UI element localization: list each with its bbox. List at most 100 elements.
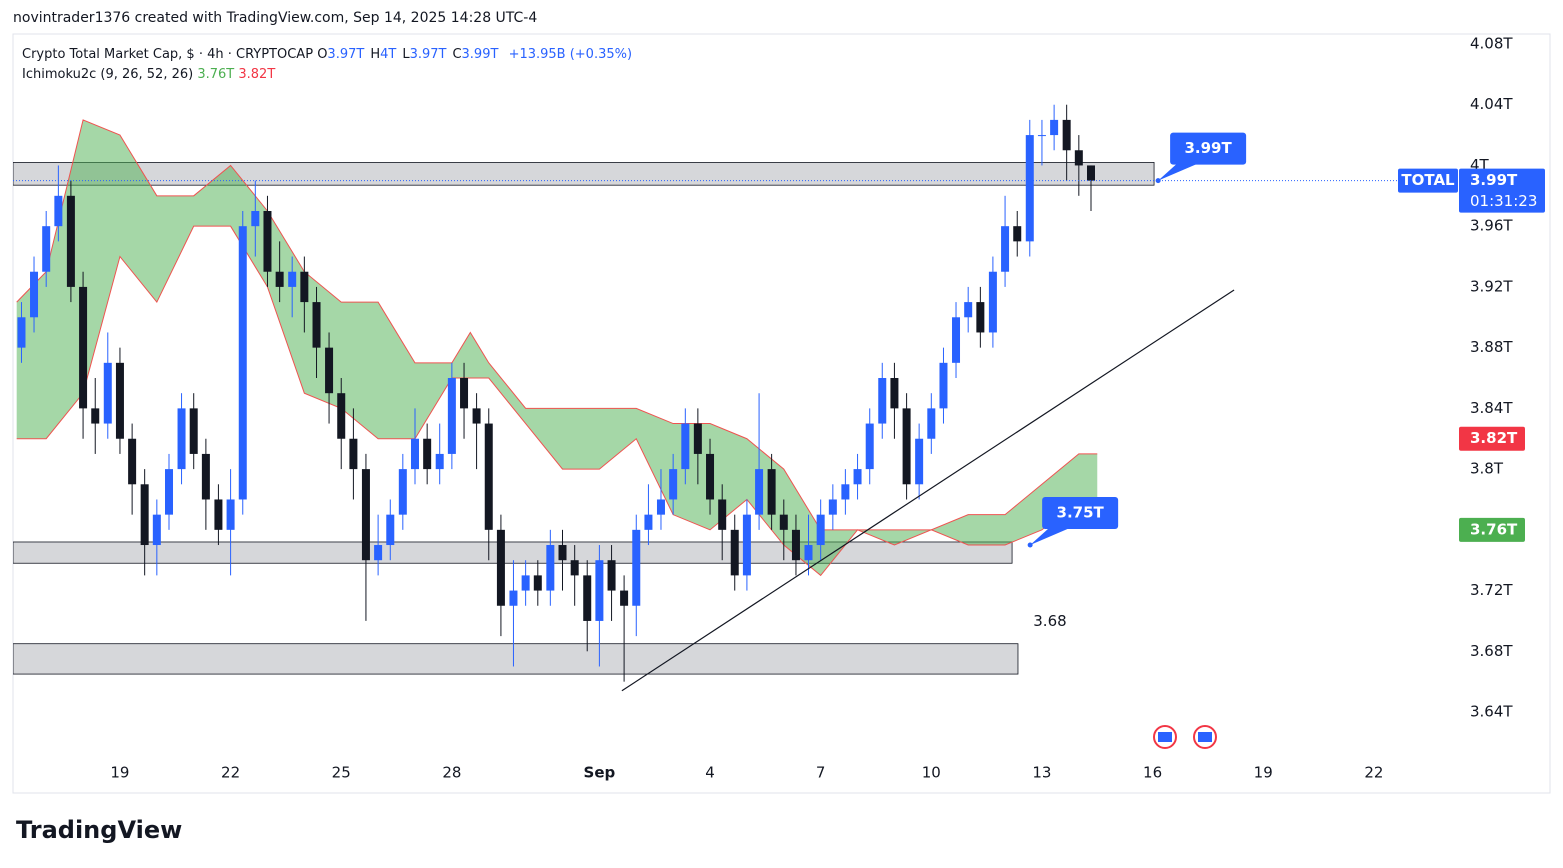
candle-body <box>558 545 567 561</box>
candle-body <box>509 590 518 606</box>
ohlc-key: O <box>317 47 328 62</box>
candle-body <box>976 302 985 333</box>
candle-body <box>177 408 186 470</box>
candle-body <box>595 560 604 621</box>
candle-body <box>669 469 678 500</box>
candle-body <box>902 408 911 485</box>
candle-body <box>521 575 530 591</box>
candle-body <box>115 362 124 439</box>
candle-body <box>300 271 309 303</box>
candle-body <box>263 210 272 272</box>
candle-body <box>214 499 223 530</box>
ohlc-text: 3.97T <box>327 47 365 62</box>
last-price-box <box>1459 168 1545 213</box>
candle-body <box>952 317 961 363</box>
x-tick-label: 25 <box>332 764 351 782</box>
x-tick-label: 16 <box>1143 764 1162 782</box>
cloud-upper <box>16 119 1098 531</box>
candle-body <box>1062 119 1071 151</box>
candle-body <box>706 453 715 500</box>
candle-body <box>374 545 383 561</box>
candle-body <box>915 438 924 485</box>
candle-body <box>779 514 788 530</box>
candle-body <box>152 514 161 546</box>
zone-label: 3.68 <box>1033 612 1066 630</box>
x-tick-label: 19 <box>110 764 129 782</box>
candle-body <box>1074 150 1083 166</box>
y-tick-label: 3.68T <box>1470 642 1513 660</box>
candle-body <box>693 423 702 454</box>
candle-body <box>349 438 358 470</box>
y-tick-label: 3.84T <box>1470 399 1513 417</box>
price-label: 3.76T <box>1470 520 1518 538</box>
ohlc-key: C <box>452 47 462 62</box>
candle-body <box>533 575 542 591</box>
candle-body <box>1025 135 1034 242</box>
plot <box>13 104 1235 692</box>
y-tick-label: 3.96T <box>1470 217 1513 235</box>
zone <box>13 162 1155 186</box>
candle-body <box>484 423 493 530</box>
callout-label: 3.99T <box>1184 139 1232 157</box>
candle-body <box>1086 165 1095 181</box>
candle-body <box>79 286 88 409</box>
indicator-value: 3.82T <box>238 67 276 82</box>
ohlc-text: 3.97T <box>409 47 447 62</box>
change: +13.95B (+0.35%) <box>508 47 633 62</box>
candle-body <box>17 317 26 348</box>
candle-body <box>30 271 39 318</box>
candle-body <box>165 469 174 515</box>
candle-body <box>890 378 899 409</box>
logo: TradingView <box>16 816 183 844</box>
ohlc-text: 4T <box>380 47 397 62</box>
callout-anchor <box>1155 178 1161 184</box>
event-flags <box>1153 725 1217 749</box>
candle-body <box>288 271 297 287</box>
candle-body <box>91 408 100 424</box>
y-tick-label: 3.72T <box>1470 581 1513 599</box>
x-tick-label: 10 <box>922 764 941 782</box>
candle-body <box>128 438 137 485</box>
symbol-line: Crypto Total Market Cap, $ · 4h · CRYPTO… <box>22 45 632 65</box>
candle-body <box>828 499 837 515</box>
candle-body <box>140 484 149 546</box>
candle-body <box>103 362 112 424</box>
candle-body <box>238 226 247 500</box>
candle-body <box>607 560 616 591</box>
x-tick-label: 19 <box>1254 764 1273 782</box>
legend: Crypto Total Market Cap, $ · 4h · CRYPTO… <box>22 45 632 85</box>
candle-body <box>988 271 997 333</box>
candle-body <box>447 378 456 454</box>
candle-body <box>275 271 284 287</box>
frame <box>12 33 1551 794</box>
x-tick-label: 4 <box>705 764 715 782</box>
x-tick-label: 28 <box>442 764 461 782</box>
callout-box <box>1170 132 1247 165</box>
ohlc: O3.97T H4T L3.97T C3.99T <box>317 47 504 62</box>
candle-body <box>423 438 432 470</box>
ohlc-key: H <box>370 47 381 62</box>
y-tick-label: 4.08T <box>1470 34 1513 52</box>
price-label-box <box>1459 517 1525 542</box>
attribution: novintrader1376 created with TradingView… <box>13 10 538 26</box>
y-tick-label: 3.64T <box>1470 703 1513 721</box>
candle-body <box>964 302 973 318</box>
candle-body <box>632 529 641 606</box>
candle-body <box>496 529 505 606</box>
candle-body <box>66 195 75 287</box>
candle-body <box>312 302 321 348</box>
candle-body <box>1037 135 1046 137</box>
candle-body <box>583 575 592 621</box>
x-tick-label: 22 <box>221 764 240 782</box>
candle-body <box>767 469 776 515</box>
candle-body <box>570 560 579 576</box>
title: Crypto Total Market Cap, $ · 4h · CRYPTO… <box>22 47 314 62</box>
candle-body <box>201 453 210 500</box>
candle-body <box>841 484 850 500</box>
candle-body <box>251 210 260 227</box>
candle-body <box>656 499 665 515</box>
price-label-box <box>1459 426 1525 451</box>
candle-body <box>435 453 444 470</box>
candle-body <box>718 499 727 530</box>
